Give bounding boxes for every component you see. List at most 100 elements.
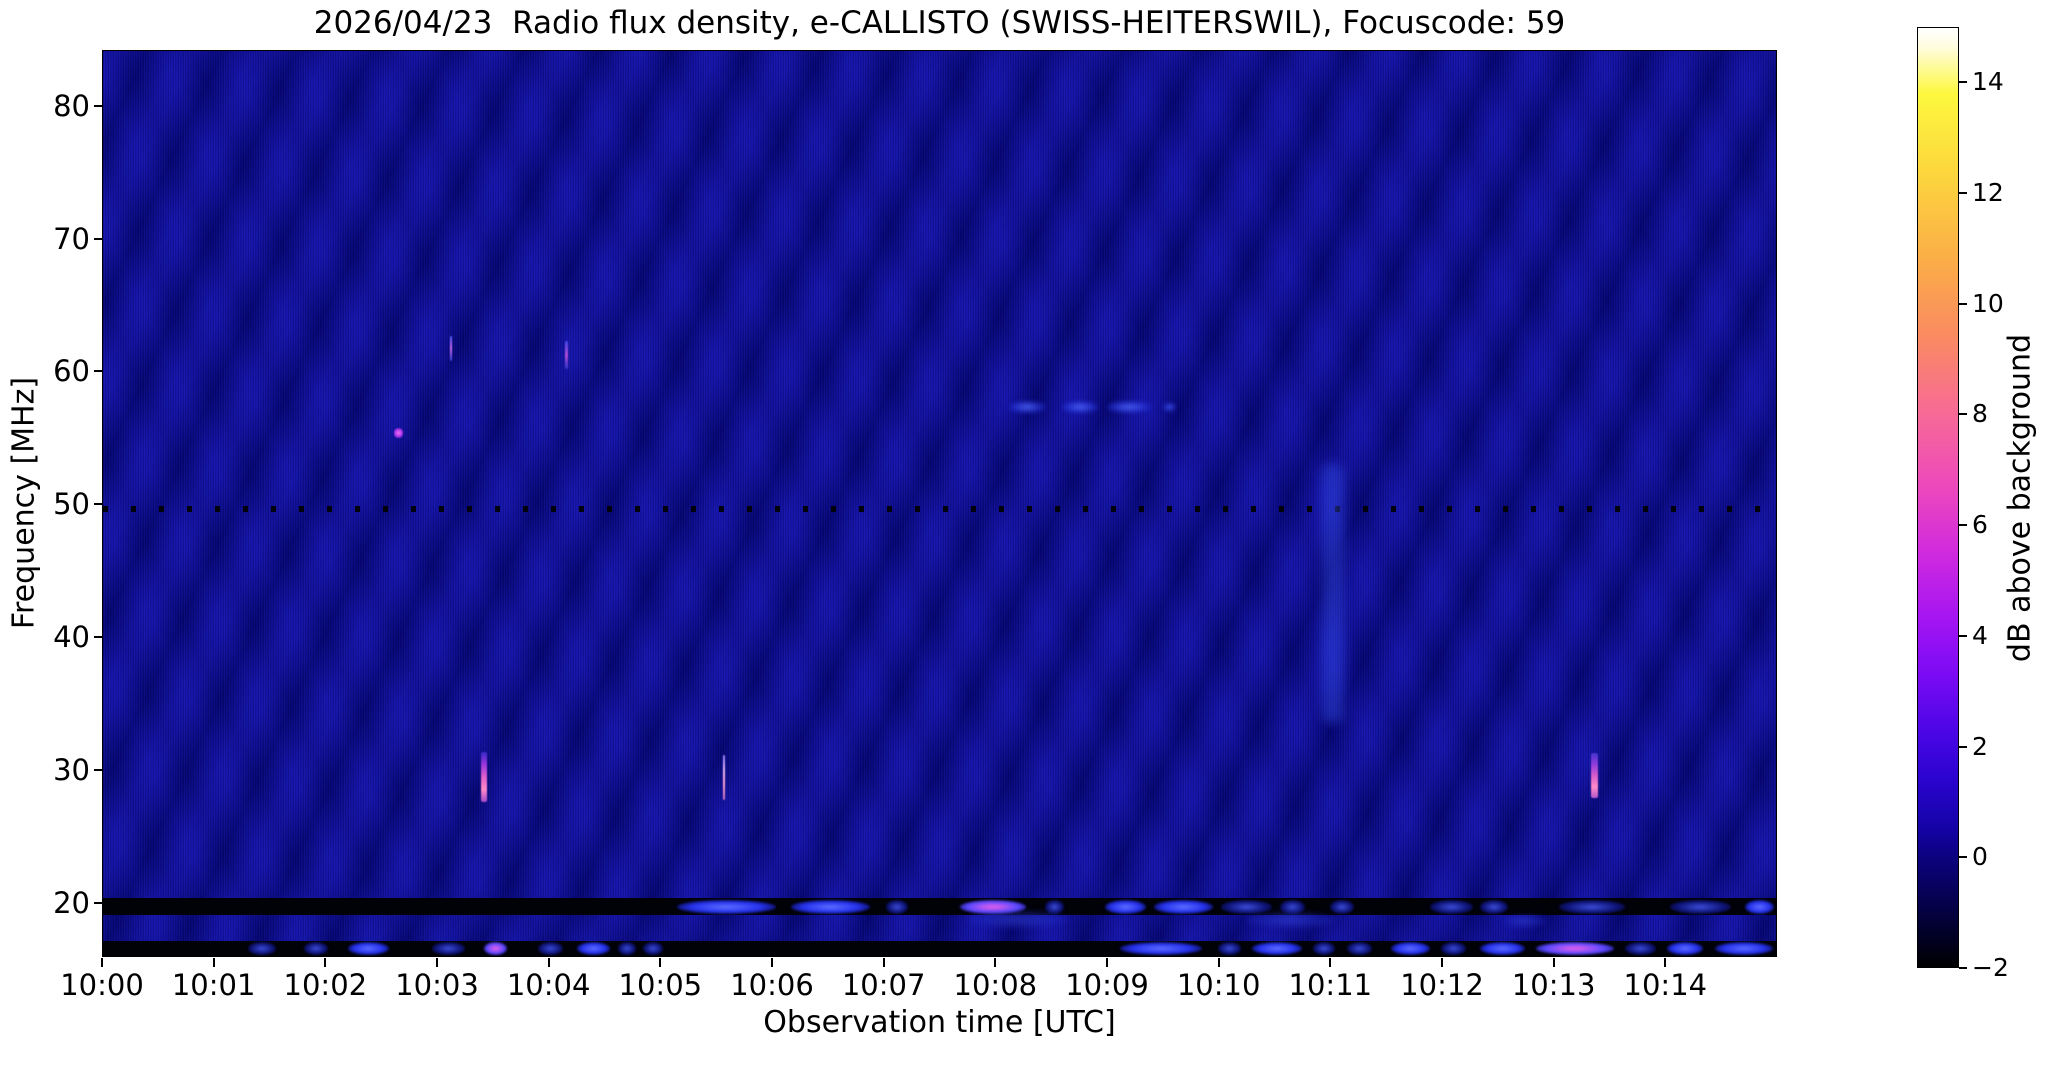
y-tick-mark <box>94 503 102 506</box>
band-blob <box>537 941 563 955</box>
colorbar-tick-mark <box>1959 302 1967 305</box>
y-tick-label: 40 <box>53 619 90 654</box>
smudge-57mhz-2 <box>1062 400 1098 413</box>
x-tick-mark <box>1441 958 1443 967</box>
x-tick-label: 10:01 <box>171 968 256 1002</box>
x-tick-label: 10:12 <box>1400 968 1484 1002</box>
band-blob <box>303 941 329 955</box>
colorbar-tick-label: 2 <box>1972 731 1988 761</box>
band-blob <box>1251 941 1302 955</box>
colorbar <box>1917 27 1959 968</box>
burst-streak-1005 <box>723 754 726 800</box>
band-blob <box>885 899 909 914</box>
x-tick-label: 10:14 <box>1623 968 1708 1002</box>
faint-streak-1011 <box>1322 464 1345 723</box>
band-blob <box>1441 941 1466 955</box>
band-blob <box>677 899 776 914</box>
y-tick-mark <box>94 370 102 373</box>
band-blob <box>1220 899 1272 914</box>
band-blob <box>1536 941 1615 955</box>
band-blob <box>1480 941 1526 955</box>
x-tick-label: 10:09 <box>1065 968 1149 1002</box>
band-20mhz <box>103 898 1776 915</box>
y-tick-mark <box>94 901 102 904</box>
smudge-57mhz-3 <box>1106 400 1152 413</box>
chart-title: 2026/04/23 Radio flux density, e-CALLIST… <box>313 5 1566 41</box>
band-17mhz <box>103 940 1776 956</box>
colorbar-tick-mark <box>1959 413 1967 416</box>
band-blob <box>1153 899 1213 914</box>
spectrogram-plot <box>102 50 1777 957</box>
x-tick-label: 10:03 <box>395 968 479 1002</box>
rfi-dashed-line <box>103 506 1776 513</box>
band-blob <box>1346 941 1373 955</box>
colorbar-tick-label: 10 <box>1972 288 2004 318</box>
x-tick-mark <box>324 958 327 967</box>
x-tick-label: 10:08 <box>953 968 1038 1002</box>
x-tick-label: 10:10 <box>1176 968 1261 1002</box>
x-tick-mark <box>547 958 550 967</box>
band-blob <box>1558 899 1626 914</box>
colorbar-tick-label: 12 <box>1972 178 2004 208</box>
colorbar-tick-label: −2 <box>1972 953 2009 982</box>
x-tick-mark <box>1329 958 1332 967</box>
patch-18mhz-3 <box>1502 914 1548 927</box>
y-tick-mark <box>94 768 102 771</box>
smudge-57mhz-4 <box>1162 403 1176 412</box>
x-tick-label: 10:02 <box>283 968 368 1002</box>
colorbar-tick-label: 0 <box>1972 842 1988 872</box>
plot-texture-diagonal <box>103 51 1776 956</box>
band-blob <box>1279 899 1306 914</box>
band-blob <box>1430 899 1473 914</box>
colorbar-gradient <box>1918 28 1958 967</box>
y-tick-label: 70 <box>53 221 90 256</box>
plot-texture-striations <box>103 51 1776 956</box>
x-tick-label: 10:13 <box>1511 968 1596 1002</box>
colorbar-tick-mark <box>1959 524 1967 527</box>
x-tick-mark <box>994 958 997 967</box>
x-tick-label: 10:04 <box>506 968 591 1002</box>
colorbar-tick-label: 8 <box>1972 399 1988 429</box>
band-blob <box>642 941 663 955</box>
spike-62mhz-b <box>565 341 569 369</box>
colorbar-tick-mark <box>1959 192 1967 195</box>
y-tick-label: 30 <box>53 752 90 787</box>
x-tick-label: 10:06 <box>730 968 814 1002</box>
x-tick-label: 10:11 <box>1288 968 1373 1002</box>
colorbar-tick-label: 6 <box>1972 510 1988 540</box>
x-tick-mark <box>212 958 215 967</box>
colorbar-tick-mark <box>1959 634 1967 637</box>
band-blob <box>1218 941 1241 955</box>
band-blob <box>1666 941 1704 955</box>
y-tick-mark <box>94 237 102 240</box>
x-tick-mark <box>1217 958 1220 967</box>
band-blob <box>1329 899 1355 914</box>
band-blob <box>1744 899 1774 914</box>
colorbar-tick-mark <box>1959 967 1967 969</box>
smudge-57mhz-1 <box>1008 400 1046 413</box>
colorbar-tick-mark <box>1959 81 1967 84</box>
y-tick-label: 20 <box>53 885 90 920</box>
band-blob <box>1313 941 1336 955</box>
x-tick-mark <box>1552 958 1555 967</box>
band-blob <box>959 899 1027 914</box>
x-tick-label: 10:05 <box>618 968 703 1002</box>
band-blob <box>247 941 276 955</box>
band-blob <box>618 941 637 955</box>
x-tick-mark <box>1106 958 1108 967</box>
colorbar-tick-label: 4 <box>1972 620 1988 650</box>
x-tick-mark <box>1664 958 1667 967</box>
y-tick-mark <box>94 635 102 638</box>
x-tick-mark <box>659 958 662 967</box>
colorbar-label: dB above background <box>2002 333 2038 663</box>
burst-streak-1013 <box>1590 753 1598 799</box>
band-blob <box>577 941 611 955</box>
y-tick-label: 50 <box>53 487 90 522</box>
x-tick-label: 10:07 <box>841 968 926 1002</box>
band-blob <box>432 941 466 955</box>
x-tick-mark <box>771 958 773 967</box>
colorbar-tick-label: 14 <box>1972 67 2004 97</box>
colorbar-tick-mark <box>1959 856 1967 859</box>
burst-streak-1003 <box>481 751 488 803</box>
